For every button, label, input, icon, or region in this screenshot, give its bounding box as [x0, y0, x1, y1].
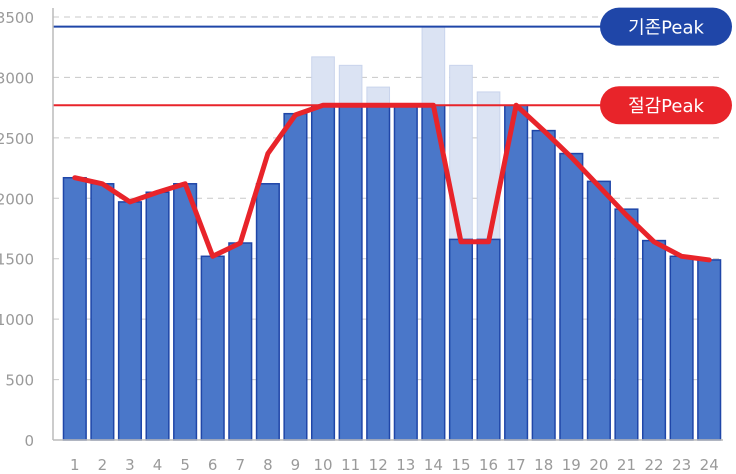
- reduced-bar: [145, 191, 170, 441]
- reduced-bar: [697, 259, 722, 441]
- reduced-bar: [393, 104, 418, 441]
- reduced-bars: [62, 104, 722, 441]
- reduced-bar: [117, 201, 143, 441]
- x-tick-label: 8: [263, 456, 273, 474]
- x-tick-label: 14: [424, 456, 443, 474]
- x-tick-label: 21: [617, 456, 636, 474]
- reduced-bar: [338, 104, 363, 441]
- reduced-bar: [310, 104, 336, 441]
- trend-line: [72, 102, 712, 263]
- y-tick-label: 2000: [0, 190, 34, 208]
- x-tick-label: 15: [451, 456, 470, 474]
- reduced-bar: [559, 152, 584, 441]
- x-tick-label: 4: [153, 456, 163, 474]
- x-tick-label: 9: [291, 456, 301, 474]
- reduced-bar: [366, 104, 391, 441]
- reduced-bar: [62, 176, 87, 441]
- y-axis-ticks: 0 500 1000 1500 2000 2500 3000 3500: [0, 9, 34, 450]
- x-tick-label: 3: [125, 456, 135, 474]
- x-tick-label: 22: [644, 456, 663, 474]
- reduced-bar: [586, 180, 611, 441]
- reduced-bar: [200, 255, 225, 441]
- x-axis-ticks: 1 2 3 4 5 6 7 8 9 10 11 12 13 14 15 16 17 18 19 20 21 22 23 24: [70, 456, 719, 474]
- x-tick-label: 19: [562, 456, 581, 474]
- reduced-bar: [173, 183, 198, 441]
- y-tick-label: 1000: [0, 311, 34, 329]
- x-tick-label: 10: [313, 456, 332, 474]
- x-tick-label: 6: [208, 456, 218, 474]
- x-tick-label: 12: [369, 456, 388, 474]
- x-tick-label: 20: [589, 456, 608, 474]
- reduced-bar: [531, 129, 556, 441]
- reference-label: 기존Peak: [628, 18, 704, 39]
- y-tick-label: 1500: [0, 251, 34, 269]
- x-tick-label: 1: [70, 456, 80, 474]
- reference-badge: [600, 7, 732, 46]
- x-tick-label: 5: [180, 456, 190, 474]
- reduced-bar: [255, 183, 280, 441]
- x-tick-label: 24: [700, 456, 719, 474]
- reduced-bar: [90, 183, 115, 441]
- reference-label: 절감Peak: [628, 96, 704, 117]
- reduced-bar: [476, 238, 501, 441]
- x-tick-label: 17: [507, 456, 526, 474]
- x-tick-label: 18: [534, 456, 553, 474]
- reduced-bar: [614, 208, 639, 441]
- x-tick-label: 16: [479, 456, 498, 474]
- reduced-bar: [228, 242, 253, 441]
- y-tick-label: 0: [24, 432, 34, 450]
- reduced-bar: [448, 238, 474, 441]
- reduced-load-line: [72, 102, 712, 263]
- reduced-bar: [641, 239, 667, 441]
- y-tick-label: 2500: [0, 130, 34, 148]
- y-tick-label: 500: [5, 372, 34, 390]
- reference-badge: [600, 86, 732, 125]
- y-tick-label: 3000: [0, 69, 34, 87]
- x-tick-label: 7: [236, 456, 246, 474]
- x-tick-label: 23: [672, 456, 691, 474]
- reduced-bar: [283, 112, 308, 441]
- reduced-bar: [669, 255, 694, 441]
- x-tick-label: 13: [396, 456, 415, 474]
- x-tick-label: 11: [341, 456, 360, 474]
- x-tick-label: 2: [98, 456, 108, 474]
- y-tick-label: 3500: [0, 9, 34, 27]
